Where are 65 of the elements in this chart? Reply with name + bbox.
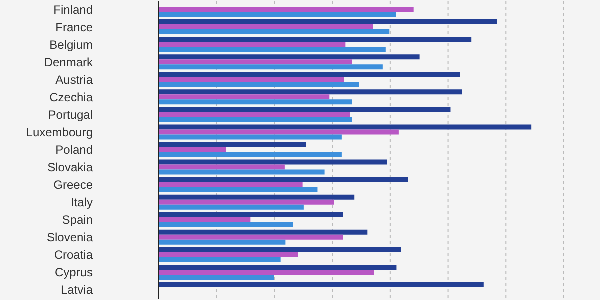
bar (159, 230, 368, 235)
bar (159, 94, 330, 100)
bar (159, 42, 346, 48)
y-tick-label: Latvia (60, 283, 94, 298)
bar (159, 37, 472, 42)
y-tick-label: Spain (62, 213, 93, 228)
y-tick-label: Luxembourg (26, 125, 93, 140)
bar (159, 30, 390, 35)
y-tick-label: Slovakia (48, 160, 94, 175)
y-tick-label: Cyprus (54, 266, 93, 280)
bar (159, 147, 226, 152)
bar (159, 240, 286, 245)
bar (159, 247, 402, 252)
bar (159, 112, 350, 118)
bar (159, 270, 374, 275)
bar (159, 12, 396, 17)
bar (159, 257, 281, 262)
bar (159, 170, 325, 175)
y-tick-label: Czechia (50, 90, 94, 104)
y-tick-label: France (56, 20, 94, 34)
bar (159, 200, 334, 205)
bar (159, 117, 352, 122)
bar (159, 72, 460, 78)
bar (159, 264, 397, 270)
bar (159, 124, 532, 130)
y-tick-label: Belgium (50, 38, 93, 52)
y-tick-label: Austria (56, 72, 94, 87)
bar (159, 234, 344, 240)
bar (159, 152, 342, 158)
bar (159, 282, 484, 288)
bar (159, 100, 352, 105)
bar (159, 252, 298, 258)
bar (159, 7, 414, 12)
y-tick-label: Greece (54, 178, 94, 192)
bar (159, 160, 388, 165)
y-tick-label: Croatia (54, 248, 94, 262)
y-tick-label: Italy (70, 196, 93, 210)
y-tick-label: Denmark (44, 55, 94, 70)
bar (159, 222, 294, 228)
bar (159, 212, 344, 218)
bar (159, 90, 462, 95)
bar (159, 64, 383, 70)
bar (159, 204, 304, 210)
bar (159, 107, 451, 112)
bar (159, 182, 303, 188)
bar (159, 47, 386, 52)
bar (159, 82, 360, 88)
bar (159, 217, 251, 222)
bar (159, 164, 285, 170)
bar (159, 54, 420, 60)
bar (159, 134, 342, 140)
bar (159, 60, 352, 65)
bar (159, 177, 408, 182)
y-tick-label: Slovenia (46, 230, 94, 245)
bar (159, 20, 498, 25)
y-tick-label: Portugal (48, 108, 93, 122)
bar (159, 77, 344, 82)
bar (159, 142, 306, 148)
bar (159, 194, 355, 200)
bar (159, 24, 374, 30)
bar (159, 187, 318, 192)
y-tick-label: Finland (54, 2, 93, 17)
y-tick-label: Poland (56, 143, 93, 157)
bar (159, 130, 399, 135)
bar (159, 274, 274, 280)
